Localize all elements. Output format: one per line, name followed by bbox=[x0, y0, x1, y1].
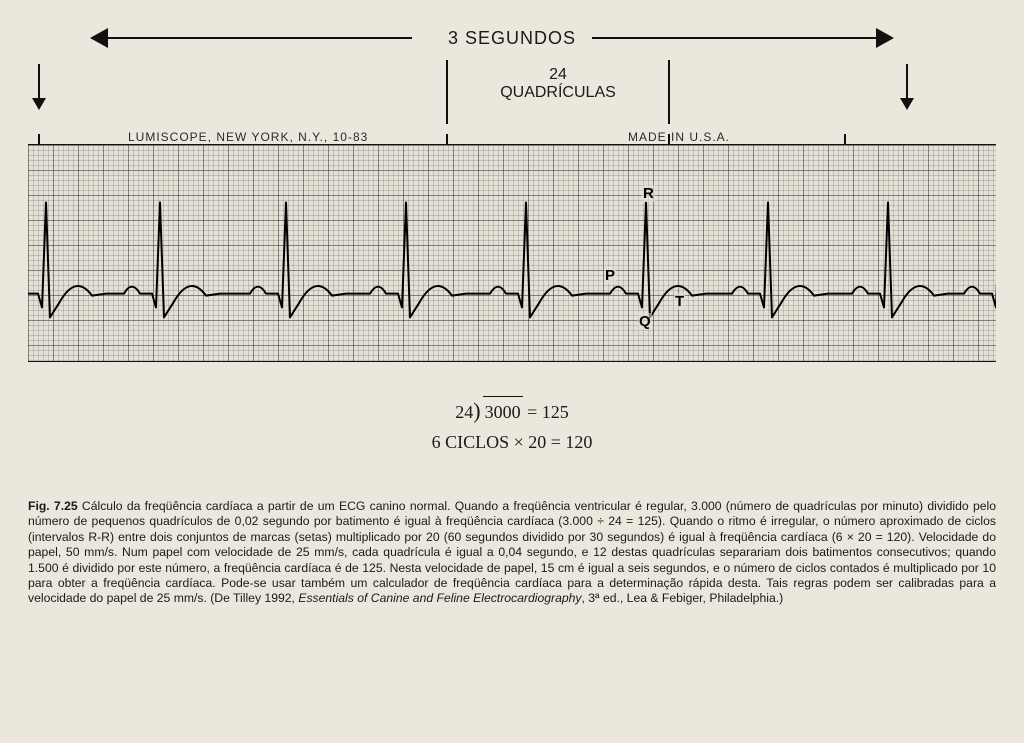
rate-calculation: 24)3000 = 125 6 CICLOS × 20 = 120 bbox=[28, 396, 996, 457]
paper-manufacturer-left: LUMISCOPE, NEW YORK, N.Y., 10-83 bbox=[128, 130, 368, 144]
wave-label-r: R bbox=[642, 185, 655, 202]
span-bar-right bbox=[592, 37, 882, 39]
paper-manufacturer-right: MADE IN U.S.A. bbox=[628, 130, 730, 144]
caption-body: Cálculo da freqüência cardíaca a partir … bbox=[28, 499, 996, 605]
calc-result1: = 125 bbox=[523, 402, 569, 422]
marker-arrow-right-icon bbox=[906, 64, 908, 108]
calc-cycles: 6 CICLOS × 20 = 120 bbox=[28, 427, 996, 457]
three-seconds-span: 3 SEGUNDOS bbox=[28, 24, 996, 50]
calc-dividend: 3000 bbox=[483, 396, 523, 427]
bracket-line1: 24 bbox=[549, 66, 567, 83]
bracket-line2: QUADRÍCULAS bbox=[500, 84, 616, 101]
caption-italic: Essentials of Canine and Feline Electroc… bbox=[298, 591, 581, 605]
calc-divisor: 24 bbox=[455, 402, 473, 422]
figure-caption: Fig. 7.25 Cálculo da freqüência cardíaca… bbox=[28, 499, 996, 607]
bracket-region: 24 QUADRÍCULAS LUMISCOPE, NEW YORK, N.Y.… bbox=[28, 60, 996, 144]
marker-arrow-left-icon bbox=[38, 64, 40, 108]
calc-division: 24)3000 = 125 bbox=[28, 396, 996, 427]
arrowhead-right-icon bbox=[876, 28, 894, 48]
figure-number: Fig. 7.25 bbox=[28, 499, 78, 513]
ecg-strip: P Q R T bbox=[28, 144, 996, 362]
wave-label-q: Q bbox=[638, 313, 652, 330]
ecg-trace-icon bbox=[28, 145, 996, 361]
wave-label-p: P bbox=[604, 267, 616, 284]
wave-label-t: T bbox=[674, 293, 685, 310]
rr-bracket-label: 24 QUADRÍCULAS bbox=[446, 66, 670, 102]
caption-tail: , 3ª ed., Lea & Febiger, Philadelphia.) bbox=[582, 591, 784, 605]
